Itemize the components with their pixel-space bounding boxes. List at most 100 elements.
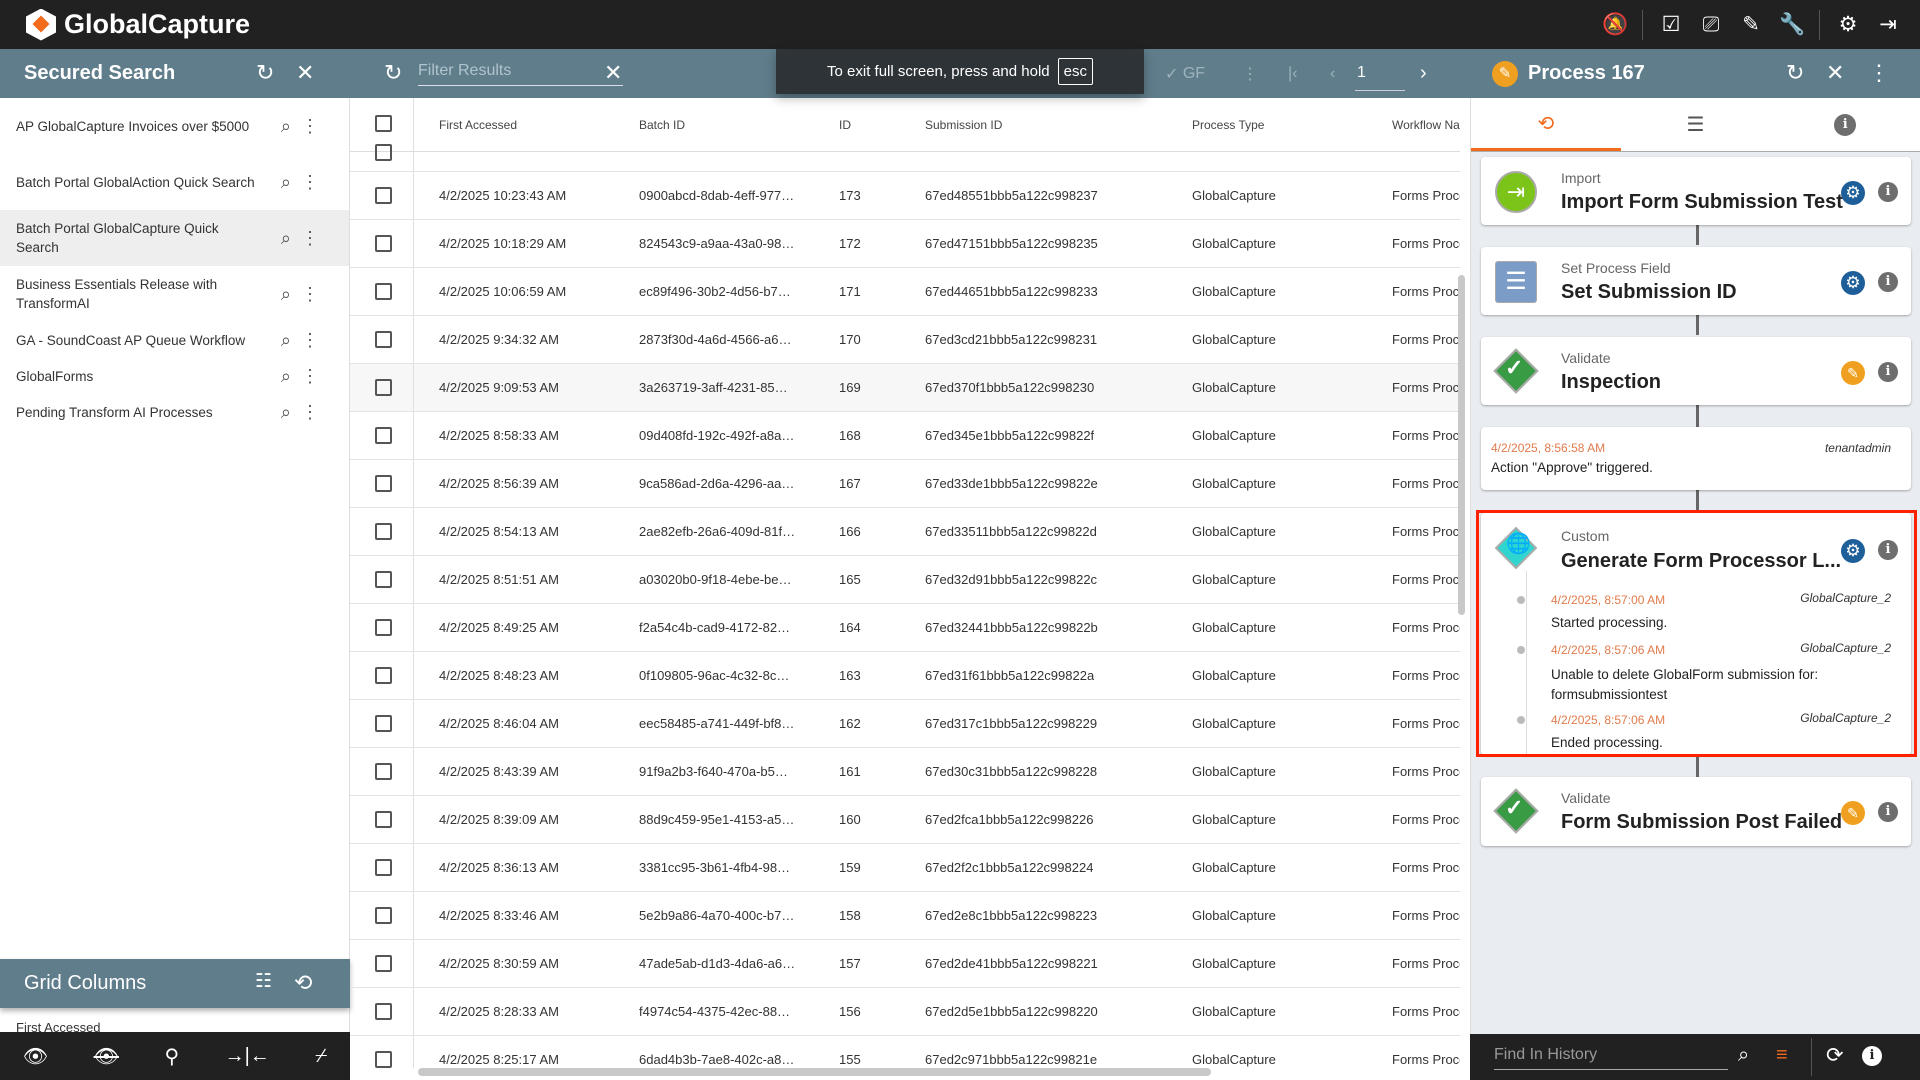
table-row[interactable]: 4/2/2025 10:06:59 AM ec89f496-30b2-4d56-b…	[350, 268, 1460, 316]
search-icon[interactable]: ⌕	[280, 171, 291, 192]
search-icon[interactable]: ⌕	[280, 115, 291, 136]
row-checkbox[interactable]	[375, 379, 392, 396]
clear-filter-icon[interactable]: ✕	[604, 60, 623, 85]
refresh-process-icon[interactable]: ↻	[1786, 60, 1805, 85]
step-card-validate[interactable]: ✓ Validate Inspection ✎ i	[1481, 337, 1911, 405]
edit-icon[interactable]: ✎	[1841, 801, 1865, 825]
row-checkbox[interactable]	[375, 235, 392, 252]
column-header[interactable]: Workflow Name	[1392, 118, 1460, 132]
settings-icon[interactable]: ⚙	[1841, 181, 1865, 205]
grid-column-item[interactable]: First Accessed	[16, 1020, 101, 1035]
more-icon[interactable]: ⋮	[301, 365, 319, 386]
column-header[interactable]: Submission ID	[925, 118, 1003, 132]
saved-search-item[interactable]: GA - SoundCoast AP Queue Workflow ⌕ ⋮	[0, 322, 349, 358]
first-page-icon[interactable]: |‹	[1288, 64, 1298, 82]
table-row[interactable]: 4/2/2025 8:39:09 AM 88d9c459-95e1-4153-a5…	[350, 796, 1460, 844]
info-icon[interactable]: i	[1878, 802, 1898, 822]
settings-icon[interactable]: ⚙	[1841, 271, 1865, 295]
table-row[interactable]: 4/2/2025 8:36:13 AM 3381cc95-3b61-4fb4-98…	[350, 844, 1460, 892]
eye-off-icon[interactable]: 👁	[93, 1045, 119, 1068]
more-icon[interactable]: ⋮	[301, 171, 319, 192]
tasks-icon[interactable]: ☑	[1661, 13, 1681, 36]
find-in-history-input[interactable]: Find In History	[1494, 1042, 1728, 1070]
tab-fields[interactable]: ☰	[1621, 98, 1771, 151]
vertical-scrollbar[interactable]	[1458, 275, 1465, 615]
more-icon[interactable]: ⋮	[301, 283, 319, 304]
saved-search-item[interactable]: AP GlobalCapture Invoices over $5000 ⌕ ⋮	[0, 98, 349, 154]
table-row[interactable]: 4/2/2025 8:46:04 AM eec58485-a741-449f-bf…	[350, 700, 1460, 748]
horizontal-scrollbar[interactable]	[418, 1068, 1211, 1076]
row-checkbox[interactable]	[375, 331, 392, 348]
notifications-off-icon[interactable]: 🔕	[1602, 12, 1629, 36]
row-checkbox[interactable]	[375, 859, 392, 876]
table-row[interactable]: 4/2/2025 9:09:53 AM 3a263719-3aff-4231-85…	[350, 364, 1460, 412]
tab-info[interactable]: i	[1770, 98, 1920, 151]
table-row[interactable]: 4/2/2025 8:48:23 AM 0f109805-96ac-4c32-8c…	[350, 652, 1460, 700]
column-header[interactable]: First Accessed	[439, 118, 518, 132]
column-header[interactable]: ID	[839, 118, 851, 132]
row-checkbox[interactable]	[375, 667, 392, 684]
logout-icon[interactable]: ⇥	[1879, 13, 1897, 36]
table-row[interactable]: 4/2/2025 8:30:59 AM 47ade5ab-d1d3-4da6-a6…	[350, 940, 1460, 988]
filter-off-icon[interactable]: ⌿	[315, 1044, 328, 1067]
more-icon[interactable]: ⋮	[301, 227, 319, 248]
saved-search-item[interactable]: GlobalForms ⌕ ⋮	[0, 358, 349, 394]
search-icon[interactable]: ⌕	[280, 329, 291, 350]
info-icon[interactable]: i	[1878, 182, 1898, 202]
more-icon[interactable]: ⋮	[1242, 65, 1258, 83]
table-row[interactable]: 4/2/2025 8:43:39 AM 91f9a2b3-f640-470a-b5…	[350, 748, 1460, 796]
app-logo[interactable]: GlobalCapture	[26, 8, 250, 41]
collapse-columns-icon[interactable]: →|←	[224, 1044, 270, 1067]
tab-history[interactable]: ⟲	[1471, 98, 1621, 151]
table-row[interactable]: 4/2/2025 8:33:46 AM 5e2b9a86-4a70-400c-b7…	[350, 892, 1460, 940]
more-icon[interactable]: ⋮	[301, 329, 319, 350]
row-checkbox[interactable]	[375, 1003, 392, 1020]
filter-results-input[interactable]: Filter Results	[418, 58, 623, 86]
column-header[interactable]: Process Type	[1192, 118, 1265, 132]
gf-button[interactable]: ✓ GF	[1165, 49, 1205, 98]
search-icon[interactable]: ⌕	[280, 227, 291, 248]
search-icon[interactable]: ⌕	[280, 283, 291, 304]
step-card-validate-final[interactable]: ✓ Validate Form Submission Post Failed ✎…	[1481, 777, 1911, 846]
row-checkbox[interactable]	[375, 955, 392, 972]
column-list-icon[interactable]: ☷	[255, 971, 273, 992]
next-page-icon[interactable]: ›	[1420, 62, 1427, 84]
info-icon[interactable]: i	[1878, 540, 1898, 560]
row-checkbox[interactable]	[375, 907, 392, 924]
table-row[interactable]: 4/2/2025 8:56:39 AM 9ca586ad-2d6a-4296-aa…	[350, 460, 1460, 508]
page-input[interactable]: 1	[1355, 55, 1405, 91]
row-checkbox[interactable]	[375, 715, 392, 732]
eye-icon[interactable]: 👁	[22, 1045, 49, 1068]
select-all-checkbox[interactable]	[375, 115, 392, 132]
more-icon[interactable]: ⋮	[301, 401, 319, 422]
search-icon[interactable]: ⌕	[1738, 1044, 1750, 1066]
pin-off-icon[interactable]: ⚲	[164, 1045, 180, 1068]
sync-icon[interactable]: ⟳	[1826, 1044, 1844, 1067]
close-icon[interactable]: ✕	[296, 60, 315, 85]
step-card-import[interactable]: ⇥ Import Import Form Submission Test ⚙ i	[1481, 157, 1911, 225]
row-checkbox[interactable]	[375, 283, 392, 300]
table-row[interactable]: 4/2/2025 10:18:29 AM 824543c9-a9aa-43a0-9…	[350, 220, 1460, 268]
table-row[interactable]: 4/2/2025 8:49:25 AM f2a54c4b-cad9-4172-82…	[350, 604, 1460, 652]
more-options-icon[interactable]: ⋮	[1868, 60, 1890, 85]
row-checkbox[interactable]	[375, 427, 392, 444]
refresh-icon[interactable]: ↻	[256, 60, 275, 85]
refresh-results-icon[interactable]: ↻	[384, 60, 403, 85]
row-checkbox[interactable]	[375, 523, 392, 540]
table-row[interactable]: 4/2/2025 8:28:33 AM f4974c54-4375-42ec-88…	[350, 988, 1460, 1036]
row-checkbox[interactable]	[375, 187, 392, 204]
table-row[interactable]: 4/2/2025 8:25:17 AM 6dad4b3b-7ae8-402c-a8…	[350, 1036, 1460, 1068]
edit-icon[interactable]: ✎	[1841, 361, 1865, 385]
row-checkbox[interactable]	[375, 475, 392, 492]
close-process-icon[interactable]: ✕	[1826, 60, 1845, 85]
row-checkbox[interactable]	[375, 763, 392, 780]
row-checkbox[interactable]	[375, 571, 392, 588]
info-icon[interactable]: i	[1878, 272, 1898, 292]
search-icon[interactable]: ⌕	[280, 401, 291, 422]
step-card-set-process-field[interactable]: ☰ Set Process Field Set Submission ID ⚙ …	[1481, 247, 1911, 315]
table-row[interactable]: 4/2/2025 9:34:32 AM 2873f30d-4a6d-4566-a6…	[350, 316, 1460, 364]
table-row[interactable]: 4/2/2025 10:23:43 AM 0900abcd-8dab-4eff-9…	[350, 172, 1460, 220]
table-row[interactable]: 4/2/2025 8:54:13 AM 2ae82efb-26a6-409d-81…	[350, 508, 1460, 556]
step-card-custom[interactable]: 🌐 Custom Generate Form Processor L... ⚙ …	[1481, 513, 1911, 755]
settings-icon[interactable]: ⚙	[1838, 13, 1858, 36]
